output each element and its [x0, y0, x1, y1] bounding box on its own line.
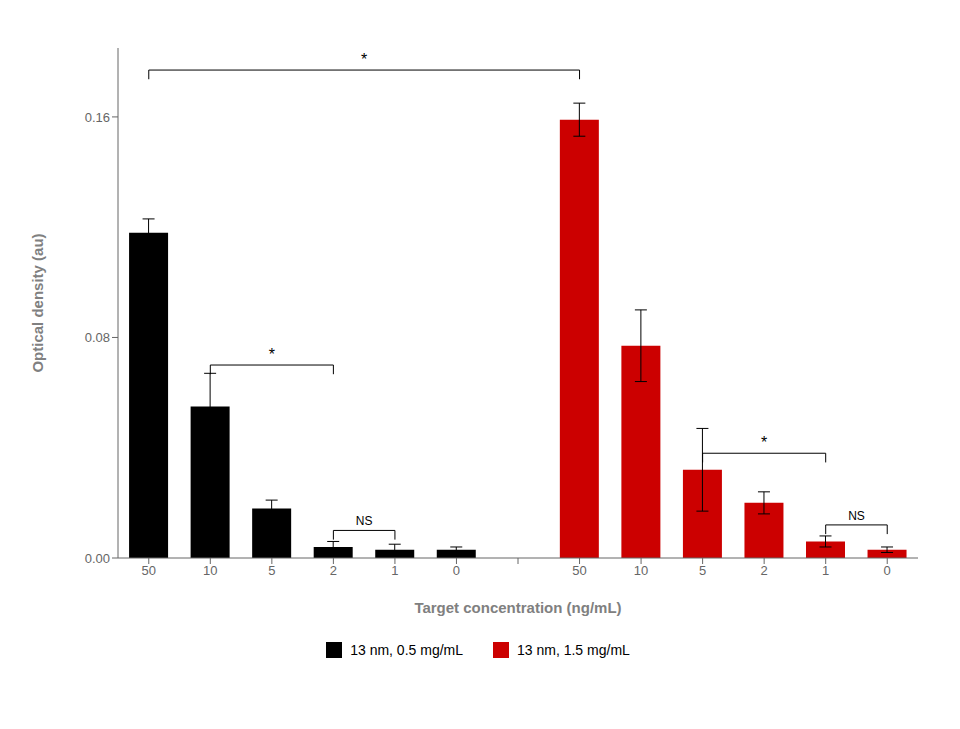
svg-text:5: 5 — [699, 563, 706, 578]
svg-text:0: 0 — [453, 563, 460, 578]
svg-text:0: 0 — [884, 563, 891, 578]
svg-text:10: 10 — [203, 563, 217, 578]
svg-text:*: * — [361, 51, 367, 68]
svg-text:5: 5 — [268, 563, 275, 578]
svg-text:NS: NS — [848, 509, 865, 523]
svg-text:Target concentration (ng/mL): Target concentration (ng/mL) — [414, 599, 621, 616]
svg-text:0.08: 0.08 — [85, 330, 110, 345]
svg-text:0.16: 0.16 — [85, 110, 110, 125]
html-text:13 nm, 0.5 mg/mL: 13 nm, 0.5 mg/mL — [350, 642, 463, 658]
svg-text:50: 50 — [142, 563, 156, 578]
svg-text:NS: NS — [356, 514, 373, 528]
svg-text:50: 50 — [572, 563, 586, 578]
svg-text:Optical density (au): Optical density (au) — [29, 233, 46, 372]
svg-text:*: * — [761, 434, 767, 451]
svg-text:2: 2 — [761, 563, 768, 578]
svg-text:10: 10 — [634, 563, 648, 578]
svg-text:2: 2 — [330, 563, 337, 578]
svg-text:0.00: 0.00 — [85, 551, 110, 566]
svg-text:1: 1 — [822, 563, 829, 578]
svg-text:1: 1 — [391, 563, 398, 578]
html-text:13 nm, 1.5 mg/mL: 13 nm, 1.5 mg/mL — [517, 642, 630, 658]
svg-text:*: * — [269, 346, 275, 363]
